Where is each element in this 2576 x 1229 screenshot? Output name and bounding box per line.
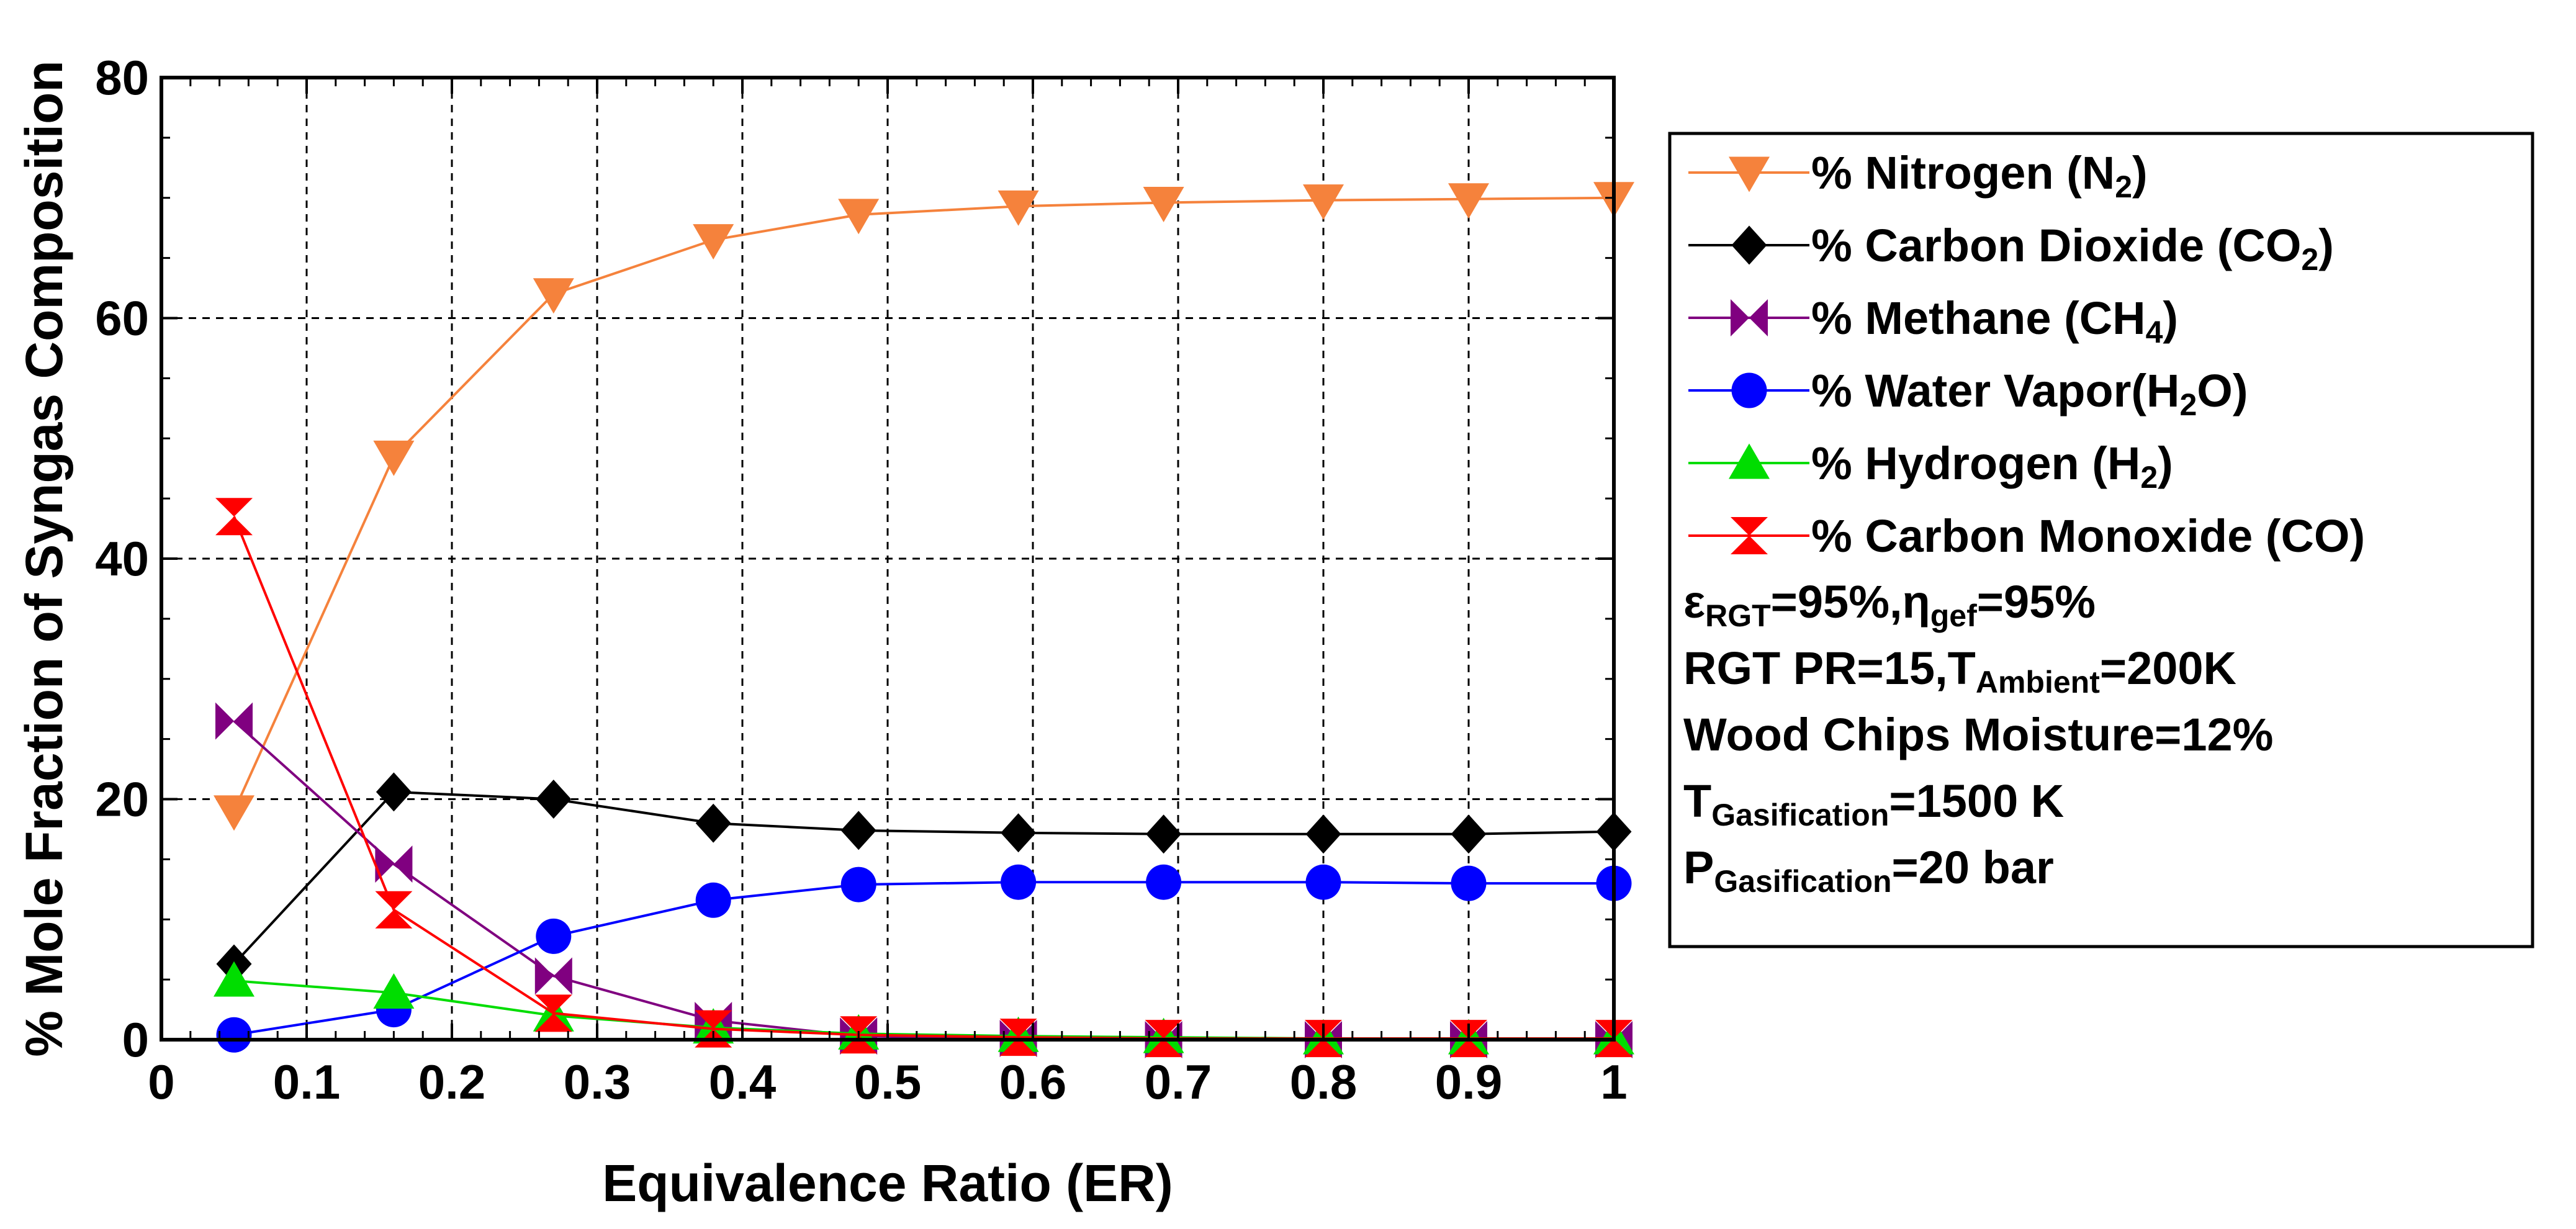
parameter-annotation: TGasification=1500 K: [1683, 775, 2064, 832]
x-tick-label: 0.8: [1290, 1055, 1357, 1109]
legend-label: % Hydrogen (H2): [1811, 438, 2173, 495]
series-line: [233, 979, 1614, 1040]
series-carbon-monoxide-co: [215, 498, 1633, 1058]
parameter-annotation: εRGT=95%,ηgef=95%: [1683, 576, 2096, 633]
series-line: [233, 790, 1615, 965]
legend-marker: [1731, 372, 1767, 408]
data-point: [693, 224, 734, 260]
x-tick-label: 0.7: [1145, 1055, 1212, 1109]
series-water-vapor-h2o: [216, 864, 1632, 1053]
data-point: [1001, 813, 1037, 853]
data-point: [1451, 865, 1487, 901]
legend-item: % Hydrogen (H2): [1688, 438, 2173, 495]
y-tick-label: 0: [122, 1012, 149, 1067]
data-point: [215, 498, 253, 536]
x-tick-label: 0.2: [418, 1055, 485, 1109]
y-axis-title: % Mole Fraction of Syngas Composition: [15, 60, 73, 1056]
x-tick-label: 0.5: [854, 1055, 921, 1109]
data-point: [838, 199, 880, 235]
data-point: [534, 957, 572, 995]
data-point: [1451, 814, 1487, 854]
series-methane-ch4: [215, 702, 1633, 1058]
data-point: [840, 811, 876, 850]
data-point: [695, 882, 731, 918]
data-point: [533, 278, 574, 314]
parameter-annotation: PGasification=20 bar: [1683, 842, 2054, 899]
grid-lines: [161, 78, 1614, 1040]
x-tick-label: 0.6: [999, 1055, 1066, 1109]
data-point: [373, 973, 415, 1009]
legend-item: % Nitrogen (N2): [1688, 147, 2148, 204]
data-point: [1448, 183, 1489, 219]
data-point: [214, 795, 254, 831]
legend-item: % Carbon Monoxide (CO): [1688, 510, 2365, 562]
data-point: [375, 891, 413, 929]
legend-label: % Nitrogen (N2): [1811, 147, 2148, 204]
data-point: [1305, 864, 1341, 900]
axis-ticks: 0 0.1 0.2 0.3 0.4 0.5 0.6 0.7 0.8 0.9 1 0 20 40 60 80: [95, 50, 1627, 1109]
data-point: [215, 702, 253, 740]
y-tick-label: 40: [95, 531, 149, 586]
series-carbon-dioxide-co2: [216, 772, 1632, 984]
legend-item: % Carbon Dioxide (CO2): [1688, 220, 2334, 277]
series-line: [233, 196, 1615, 812]
x-tick-label: 0.1: [273, 1055, 340, 1109]
legend-item: % Water Vapor(H2O): [1688, 365, 2248, 422]
x-axis-title: Equivalence Ratio (ER): [602, 1154, 1173, 1212]
y-tick-label: 60: [95, 291, 149, 346]
series-line: [233, 720, 1614, 1041]
series-nitrogen-n2: [214, 182, 1634, 831]
legend-label: % Carbon Dioxide (CO2): [1811, 220, 2334, 277]
x-tick-label: 0.3: [564, 1055, 631, 1109]
data-point: [216, 1017, 252, 1053]
legend-marker: [1731, 517, 1768, 554]
parameter-annotation: RGT PR=15,TAmbient=200K: [1683, 642, 2236, 700]
data-point: [999, 1019, 1037, 1056]
data-point: [214, 961, 254, 997]
y-tick-label: 80: [95, 50, 149, 105]
legend-label: % Carbon Monoxide (CO): [1811, 510, 2365, 562]
legend: % Nitrogen (N2) % Carbon Dioxide (CO2) % M…: [1668, 132, 2534, 948]
plot-series: [214, 182, 1634, 1058]
legend-label: % Water Vapor(H2O): [1811, 365, 2248, 422]
data-point: [1146, 864, 1182, 900]
data-point: [375, 845, 413, 883]
data-point: [536, 780, 572, 819]
legend-marker: [1729, 156, 1770, 192]
data-point: [536, 918, 572, 954]
legend-marker: [1731, 225, 1767, 265]
y-tick-label: 20: [95, 772, 149, 827]
legend-item: % Methane (CH4): [1688, 292, 2178, 349]
data-point: [1303, 184, 1344, 220]
x-tick-label: 0.9: [1435, 1055, 1502, 1109]
data-point: [1305, 814, 1341, 854]
parameter-annotation: Wood Chips Moisture=12%: [1683, 709, 2273, 760]
series-line: [233, 881, 1614, 1037]
legend-marker: [1731, 299, 1768, 336]
x-tick-label: 0.4: [709, 1055, 776, 1109]
legend-label: % Methane (CH4): [1811, 292, 2178, 349]
legend-box: [1668, 132, 2534, 948]
data-point: [1143, 187, 1184, 222]
data-point: [840, 867, 876, 903]
data-point: [695, 803, 731, 843]
data-point: [1146, 814, 1182, 854]
data-point: [998, 190, 1039, 226]
x-tick-label: 1: [1600, 1055, 1627, 1109]
x-tick-label: 0: [148, 1055, 174, 1109]
series-line: [233, 516, 1614, 1040]
data-point: [534, 994, 572, 1032]
data-point: [376, 772, 412, 812]
data-point: [373, 440, 415, 476]
data-point: [1001, 864, 1037, 900]
legend-marker: [1729, 443, 1770, 479]
